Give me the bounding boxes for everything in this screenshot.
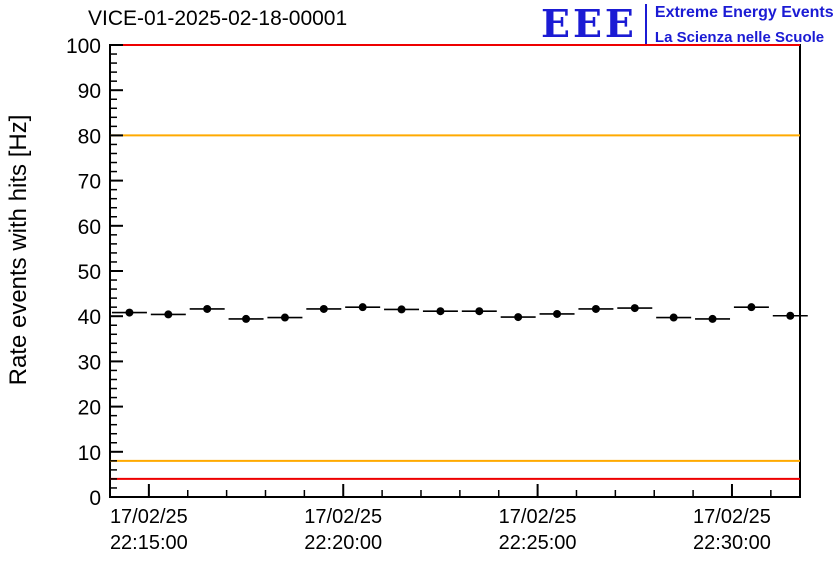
y-tick-label: 90: [78, 80, 101, 103]
logo-text: Extreme Energy Events La Scienza nelle S…: [655, 3, 834, 46]
data-point: [553, 309, 562, 318]
y-tick-label: 20: [78, 397, 101, 420]
y-axis-title: Rate events with hits [Hz]: [5, 115, 32, 386]
plot-frame: [109, 44, 801, 498]
x-tick-date-label: 17/02/25: [110, 506, 188, 528]
y-tick-label: 10: [78, 442, 101, 465]
data-point: [164, 310, 173, 319]
y-tick-label: 40: [78, 306, 101, 329]
y-tick-label: 0: [89, 487, 101, 510]
x-tick-date-label: 17/02/25: [693, 506, 771, 528]
y-tick-label: 30: [78, 351, 101, 374]
data-point: [630, 304, 639, 313]
data-point: [786, 311, 795, 320]
eee-logo-acronym: EEE: [541, 1, 637, 46]
x-tick-time-label: 22:30:00: [693, 532, 771, 554]
y-tick-label: 100: [66, 35, 101, 58]
y-tick-label: 60: [78, 216, 101, 239]
logo-line2: La Scienza nelle Scuole: [654, 29, 825, 46]
logo-line1: Extreme Energy Events: [654, 4, 834, 21]
y-tick-label: 50: [78, 261, 101, 284]
x-tick-time-label: 22:15:00: [110, 532, 188, 554]
x-tick-time-label: 22:20:00: [304, 532, 382, 554]
data-point: [436, 307, 445, 316]
eee-logo: EEE Extreme Energy Events La Scienza nel…: [541, 3, 834, 46]
data-point: [747, 303, 756, 312]
data-point: [475, 307, 484, 316]
data-point: [708, 314, 717, 323]
x-tick-date-label: 17/02/25: [304, 506, 382, 528]
data-point: [319, 304, 328, 313]
logo-divider: [644, 4, 647, 46]
data-point: [591, 304, 600, 313]
page-title: VICE-01-2025-02-18-00001: [88, 7, 348, 30]
x-tick-date-label: 17/02/25: [499, 506, 577, 528]
x-tick-time-label: 22:25:00: [499, 532, 577, 554]
data-point: [669, 313, 678, 322]
data-point: [203, 304, 212, 313]
data-point: [514, 313, 523, 322]
y-tick-label: 80: [78, 125, 101, 148]
data-point: [397, 305, 406, 314]
data-point: [280, 313, 289, 322]
y-tick-label: 70: [78, 171, 101, 194]
data-point: [242, 314, 251, 323]
data-point: [358, 303, 367, 312]
data-point: [125, 308, 134, 317]
